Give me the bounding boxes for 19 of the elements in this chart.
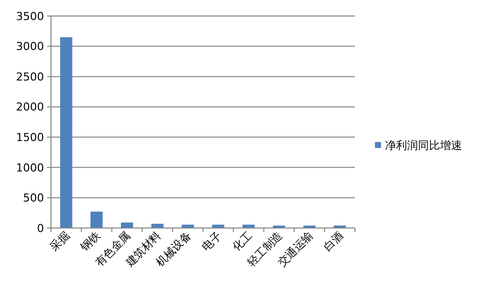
y-tick-label: 2500 bbox=[16, 70, 44, 84]
y-tick-label: 3000 bbox=[16, 40, 44, 54]
x-tick-label: 电子 bbox=[200, 228, 224, 254]
y-tick-label: 1500 bbox=[16, 130, 44, 144]
y-tick-label: 2000 bbox=[16, 100, 44, 114]
bar bbox=[212, 224, 224, 228]
y-tick-label: 1000 bbox=[16, 161, 44, 174]
y-tick-label: 0 bbox=[37, 222, 44, 235]
bar bbox=[60, 37, 72, 228]
y-tick-label: 500 bbox=[23, 192, 44, 205]
bar bbox=[120, 222, 134, 228]
x-tick-label: 白酒 bbox=[321, 228, 346, 254]
y-tick-label: 3500 bbox=[16, 10, 44, 23]
x-tick-label: 钢铁 bbox=[77, 228, 103, 254]
x-tick-label: 采掘 bbox=[48, 228, 72, 254]
bar bbox=[90, 212, 103, 228]
legend-label: 净利润同比增速 bbox=[385, 138, 462, 152]
x-tick-label: 化工 bbox=[230, 228, 255, 254]
bar bbox=[182, 224, 194, 228]
